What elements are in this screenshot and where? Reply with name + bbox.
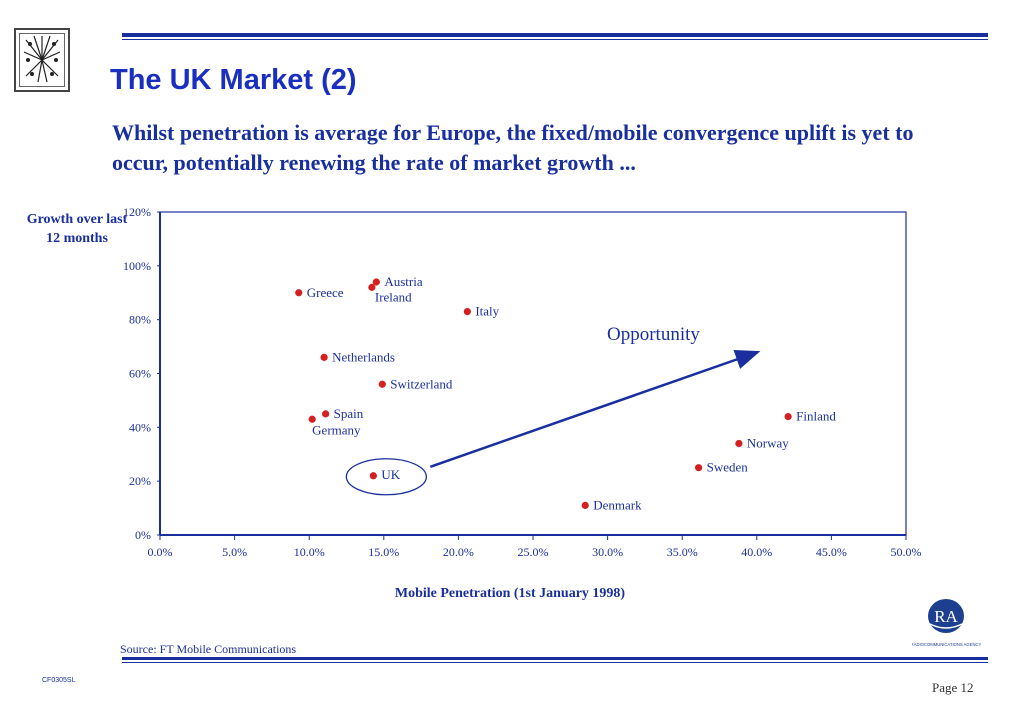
- data-point: [295, 289, 303, 297]
- ra-logo-caption: RADIOCOMMUNICATIONS AGENCY: [912, 642, 982, 647]
- point-label: Greece: [307, 285, 344, 300]
- point-label: Austria: [384, 274, 423, 289]
- data-point: [695, 464, 703, 472]
- point-label: Finland: [796, 409, 836, 424]
- point-label: Switzerland: [390, 376, 453, 391]
- point-label: Norway: [747, 435, 789, 450]
- data-point: [369, 472, 377, 480]
- data-point: [581, 501, 589, 509]
- data-point: [322, 410, 330, 418]
- point-label: Denmark: [593, 497, 642, 512]
- ra-logo-text: RA: [934, 607, 958, 626]
- point-label: Ireland: [375, 289, 412, 304]
- plot-frame: [159, 211, 907, 536]
- point-label: Netherlands: [332, 349, 395, 364]
- opportunity-label: Opportunity: [607, 324, 700, 345]
- y-tick-label: 60%: [129, 367, 151, 381]
- y-tick-label: 80%: [129, 313, 151, 327]
- x-tick-label: 5.0%: [222, 545, 247, 559]
- data-point: [735, 439, 743, 448]
- page-number: Page 12: [932, 680, 974, 695]
- data-point: [368, 283, 376, 291]
- page-title: The UK Market (2): [110, 64, 357, 96]
- company-logo: [14, 28, 70, 92]
- header-rule-thin: [122, 39, 988, 40]
- data-point: [372, 278, 380, 286]
- x-tick-label: 10.0%: [294, 545, 325, 559]
- x-tick-label: 15.0%: [368, 545, 399, 559]
- x-tick-label: 50.0%: [891, 545, 922, 559]
- point-label: Germany: [312, 422, 361, 437]
- x-tick-label: 40.0%: [741, 545, 772, 559]
- y-tick-label: 120%: [123, 205, 151, 219]
- data-point: [320, 353, 328, 361]
- star-burst-logo-icon: [23, 35, 61, 83]
- data-point: [463, 307, 471, 316]
- point-label: Sweden: [707, 460, 749, 475]
- y-tick-label: 0%: [135, 528, 151, 542]
- opportunity-arrow: [429, 350, 761, 468]
- x-tick-label: 20.0%: [443, 545, 474, 559]
- y-tick-label: 100%: [123, 259, 151, 273]
- header-rule: [122, 33, 988, 37]
- x-tick-label: 35.0%: [667, 545, 698, 559]
- x-tick-label: 25.0%: [518, 545, 549, 559]
- y-tick-label: 20%: [129, 474, 151, 488]
- source-note: Source: FT Mobile Communications: [120, 642, 297, 656]
- x-tick-label: 45.0%: [816, 545, 847, 559]
- x-tick-label: 30.0%: [592, 545, 623, 559]
- data-point: [308, 415, 316, 423]
- data-point: [784, 412, 792, 421]
- y-axis-label: Growth over last 12 months: [26, 212, 128, 246]
- document-code: CF0305SL: [42, 677, 76, 684]
- point-label: Italy: [475, 304, 499, 319]
- footer-rule-thin: [122, 662, 988, 663]
- point-label: UK: [381, 467, 400, 482]
- uk-highlight-ellipse: [345, 458, 428, 496]
- ra-logo: RA RADIOCOMMUNICATIONS AGENCY: [912, 599, 982, 647]
- y-tick-label: 40%: [129, 420, 151, 434]
- data-point: [378, 380, 386, 388]
- scatter-chart: 0.0% 5.0% 10.0% 15.0% 20.0% 25.0% 30.0% 35.0% 40…: [123, 205, 922, 559]
- point-label: Spain: [334, 406, 364, 421]
- footer-rule: [122, 657, 988, 660]
- x-axis-label: Mobile Penetration (1st January 1998): [394, 586, 626, 601]
- page-subtitle: Whilst penetration is average for Europe…: [112, 120, 914, 175]
- x-tick-label: 0.0%: [148, 545, 173, 559]
